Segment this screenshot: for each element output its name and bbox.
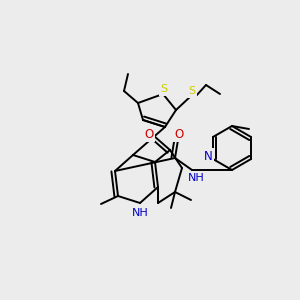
Text: S: S [188,86,196,96]
Text: NH: NH [132,208,148,218]
Text: O: O [174,128,184,140]
Text: S: S [160,84,168,94]
Text: NH: NH [188,173,204,183]
Text: N: N [204,149,212,163]
Text: O: O [144,128,154,140]
